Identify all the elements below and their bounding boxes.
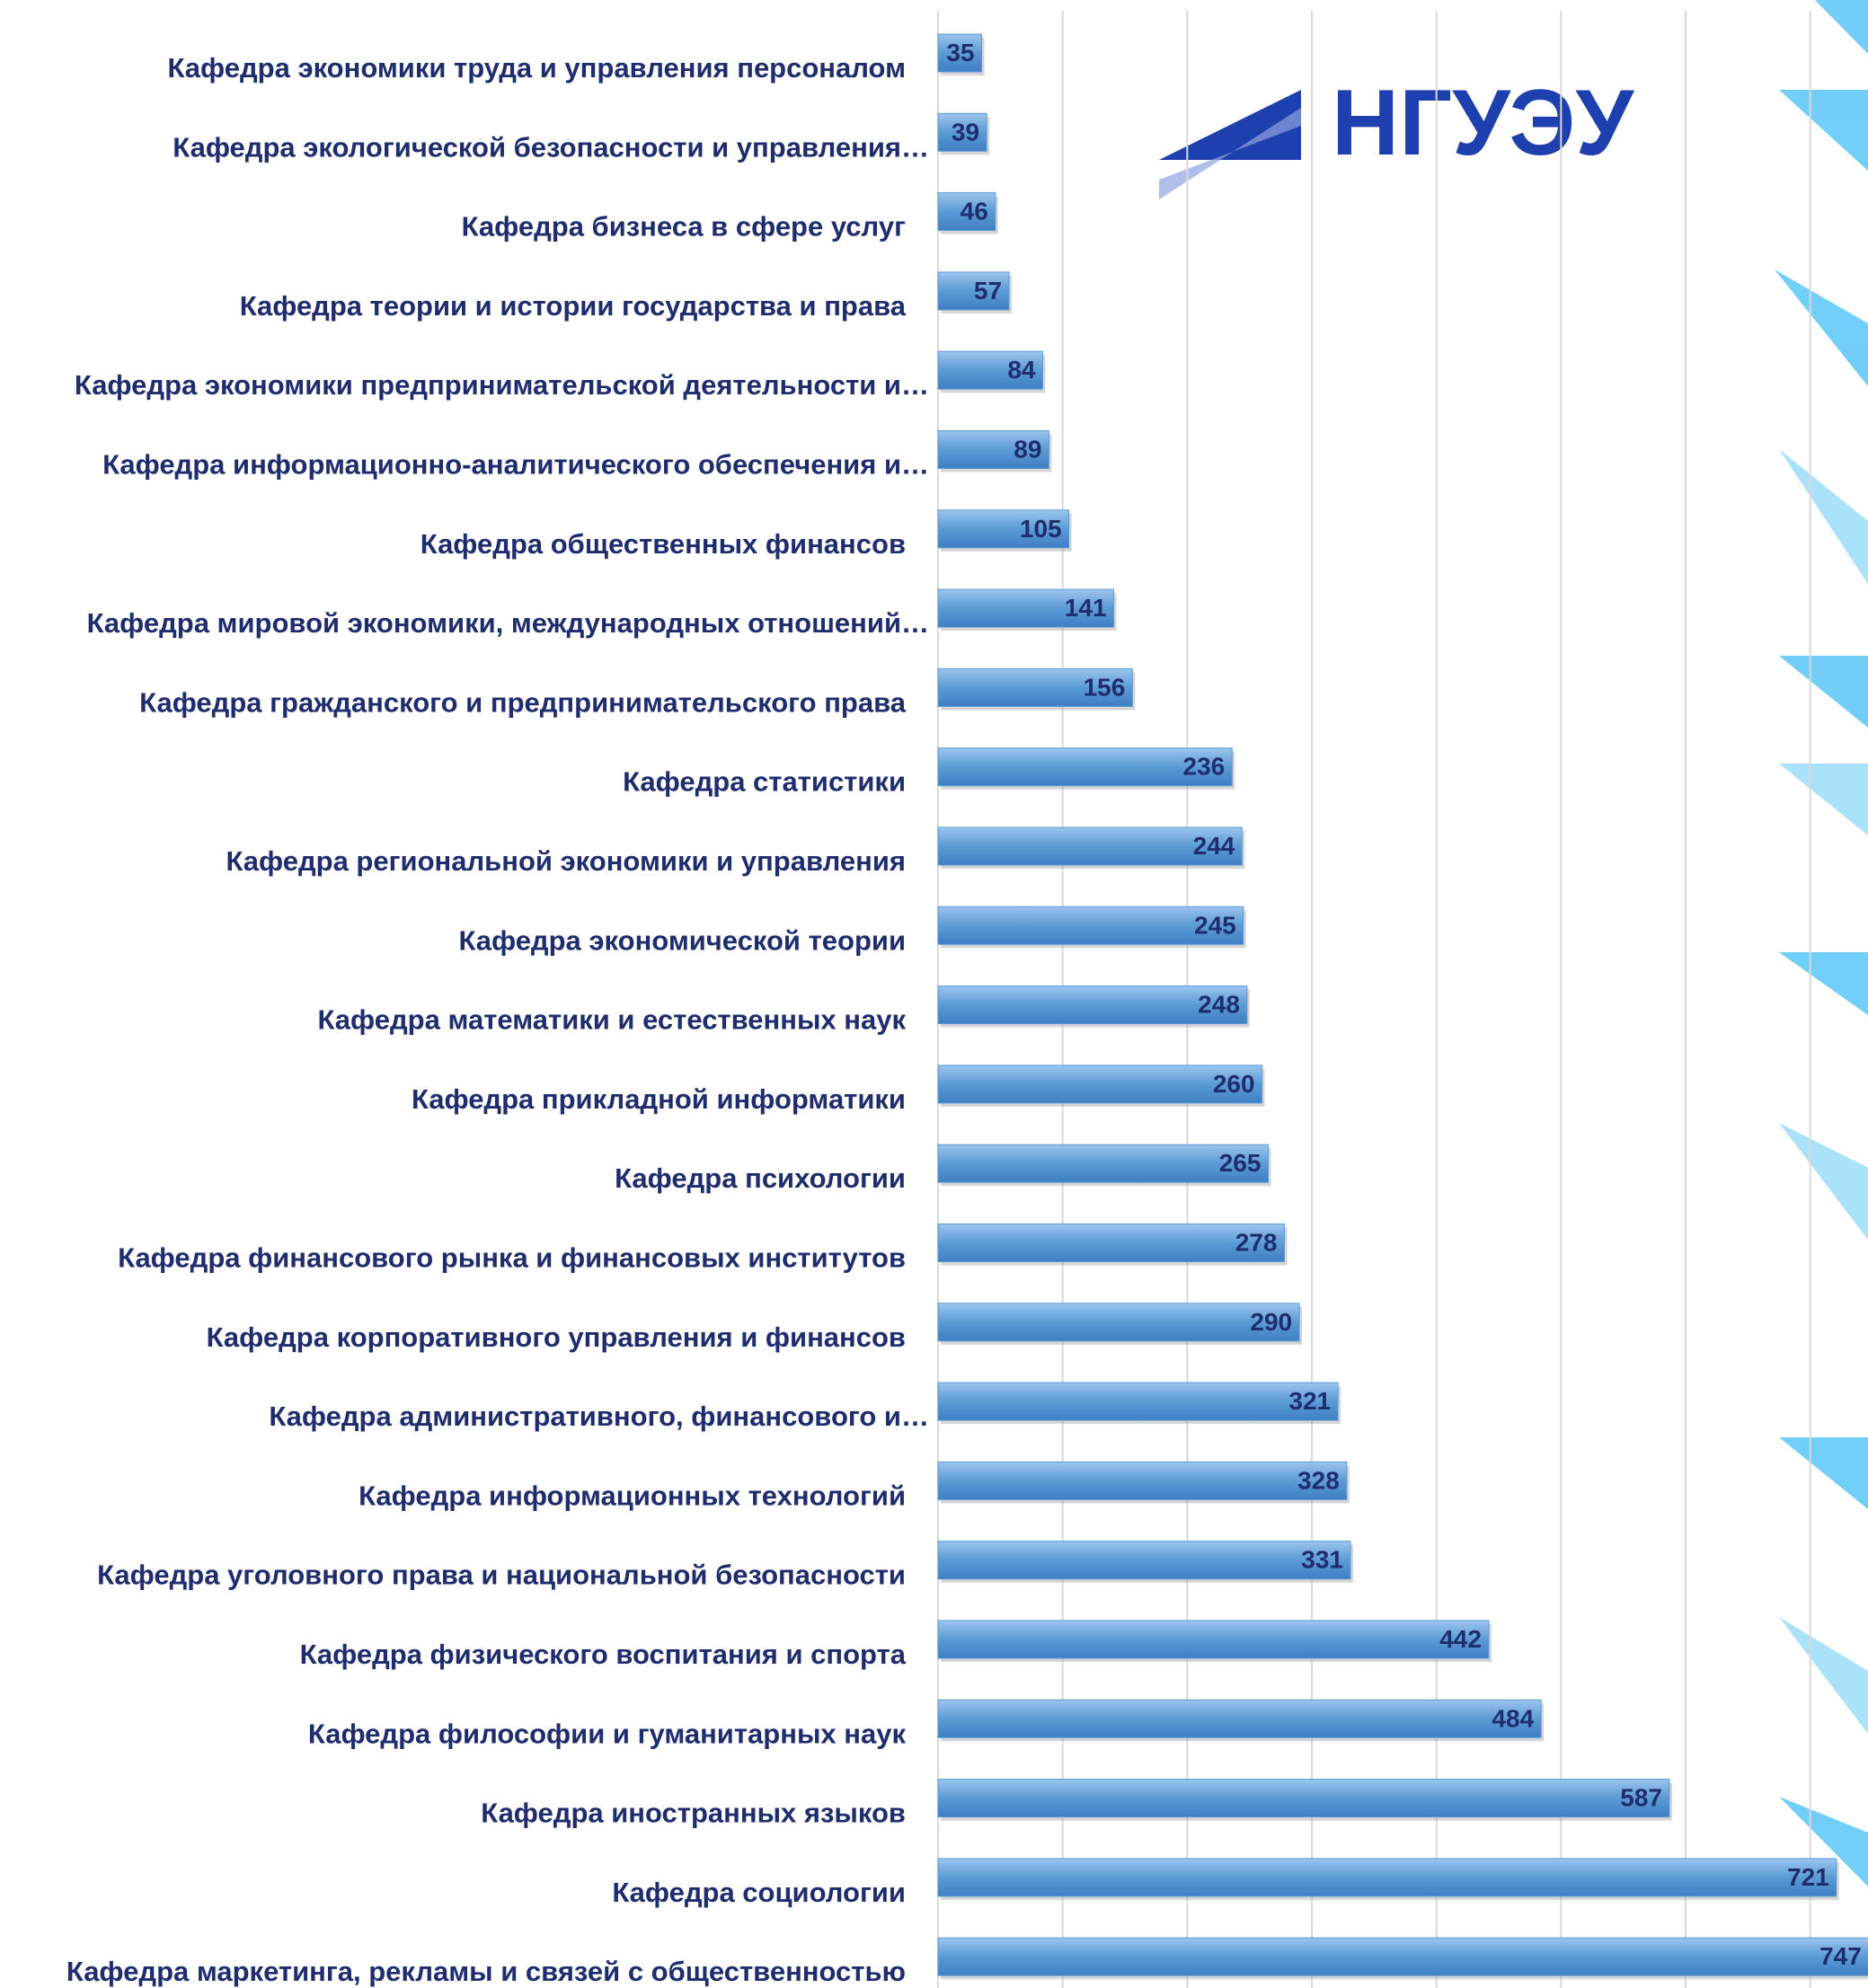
category-label: Кафедра маркетинга, рекламы и связей с о… [66,1956,906,1987]
value-label: 245 [1194,911,1236,939]
category-label: Кафедра иностранных языков [481,1798,906,1829]
value-label: 248 [1198,991,1240,1019]
category-label: Кафедра мировой экономики, международных… [87,607,929,639]
category-label: Кафедра прикладной информатики [412,1083,906,1115]
bar [938,1859,1837,1896]
value-label: 265 [1219,1149,1262,1177]
decoration [1775,0,1868,1886]
category-label: Кафедра физического воспитания и спорта [300,1639,907,1670]
chart: НГУЭУ Кафедра экономики труда и управлен… [0,0,1868,1988]
value-label: 105 [1020,515,1062,543]
category-label: Кафедра философии и гуманитарных наук [308,1718,907,1749]
category-label: Кафедра уголовного права и национальной … [97,1559,906,1591]
value-label: 721 [1787,1863,1829,1891]
category-label: Кафедра теории и истории государства и п… [240,290,907,322]
logo: НГУЭУ [1159,71,1634,199]
value-label: 84 [1007,356,1036,384]
bar [938,1462,1347,1499]
category-label: Кафедра общественных финансов [421,528,906,560]
value-label: 278 [1235,1229,1278,1257]
category-label: Кафедра корпоративного управления и фина… [207,1321,906,1353]
category-label: Кафедра психологии [615,1162,906,1194]
value-label: 321 [1288,1387,1331,1415]
value-label: 236 [1183,753,1226,781]
value-label: 244 [1193,832,1235,860]
value-label: 141 [1065,594,1107,622]
value-label: 331 [1301,1546,1343,1574]
bar [938,1224,1284,1262]
bar [938,1621,1489,1658]
page: НГУЭУ Кафедра экономики труда и управлен… [0,0,1868,1988]
value-label: 39 [952,118,979,146]
value-label: 46 [961,198,988,225]
value-label: 260 [1213,1070,1255,1098]
value-label: 156 [1084,673,1126,701]
category-label: Кафедра статистики [623,766,906,798]
bar [938,1780,1669,1817]
value-label: 442 [1439,1625,1482,1653]
category-label: Кафедра гражданского и предпринимательск… [139,686,907,718]
bar [938,1303,1299,1341]
value-label: 89 [1014,436,1041,464]
bar [938,1383,1338,1420]
value-label: 57 [974,277,1002,305]
category-label: Кафедра информационных технологий [359,1480,906,1511]
bar [938,1938,1868,1975]
logo-text: НГУЭУ [1332,71,1634,175]
value-label: 484 [1492,1704,1534,1732]
category-label: Кафедра региональной экономики и управле… [226,845,906,877]
category-label: Кафедра бизнеса в сфере услуг [462,211,906,243]
category-label: Кафедра экономики предпринимательской де… [75,369,929,401]
category-label: Кафедра финансового рынка и финансовых и… [118,1242,906,1274]
category-label: Кафедра математики и естественных наук [318,1004,907,1036]
category-label: Кафедра информационно-аналитического обе… [102,449,929,481]
bar [938,1542,1350,1579]
value-label: 290 [1250,1308,1292,1336]
category-label: Кафедра экологической безопасности и упр… [173,131,929,163]
category-label: Кафедра административного, финансового и… [269,1400,929,1432]
value-label: 747 [1819,1942,1862,1970]
value-label: 328 [1297,1466,1340,1494]
bar [938,1700,1541,1737]
value-label: 35 [946,39,974,66]
category-label: Кафедра экономики труда и управления пер… [167,52,906,84]
category-label: Кафедра социологии [612,1877,906,1908]
category-label: Кафедра экономической теории [458,924,906,956]
value-label: 587 [1620,1784,1662,1812]
